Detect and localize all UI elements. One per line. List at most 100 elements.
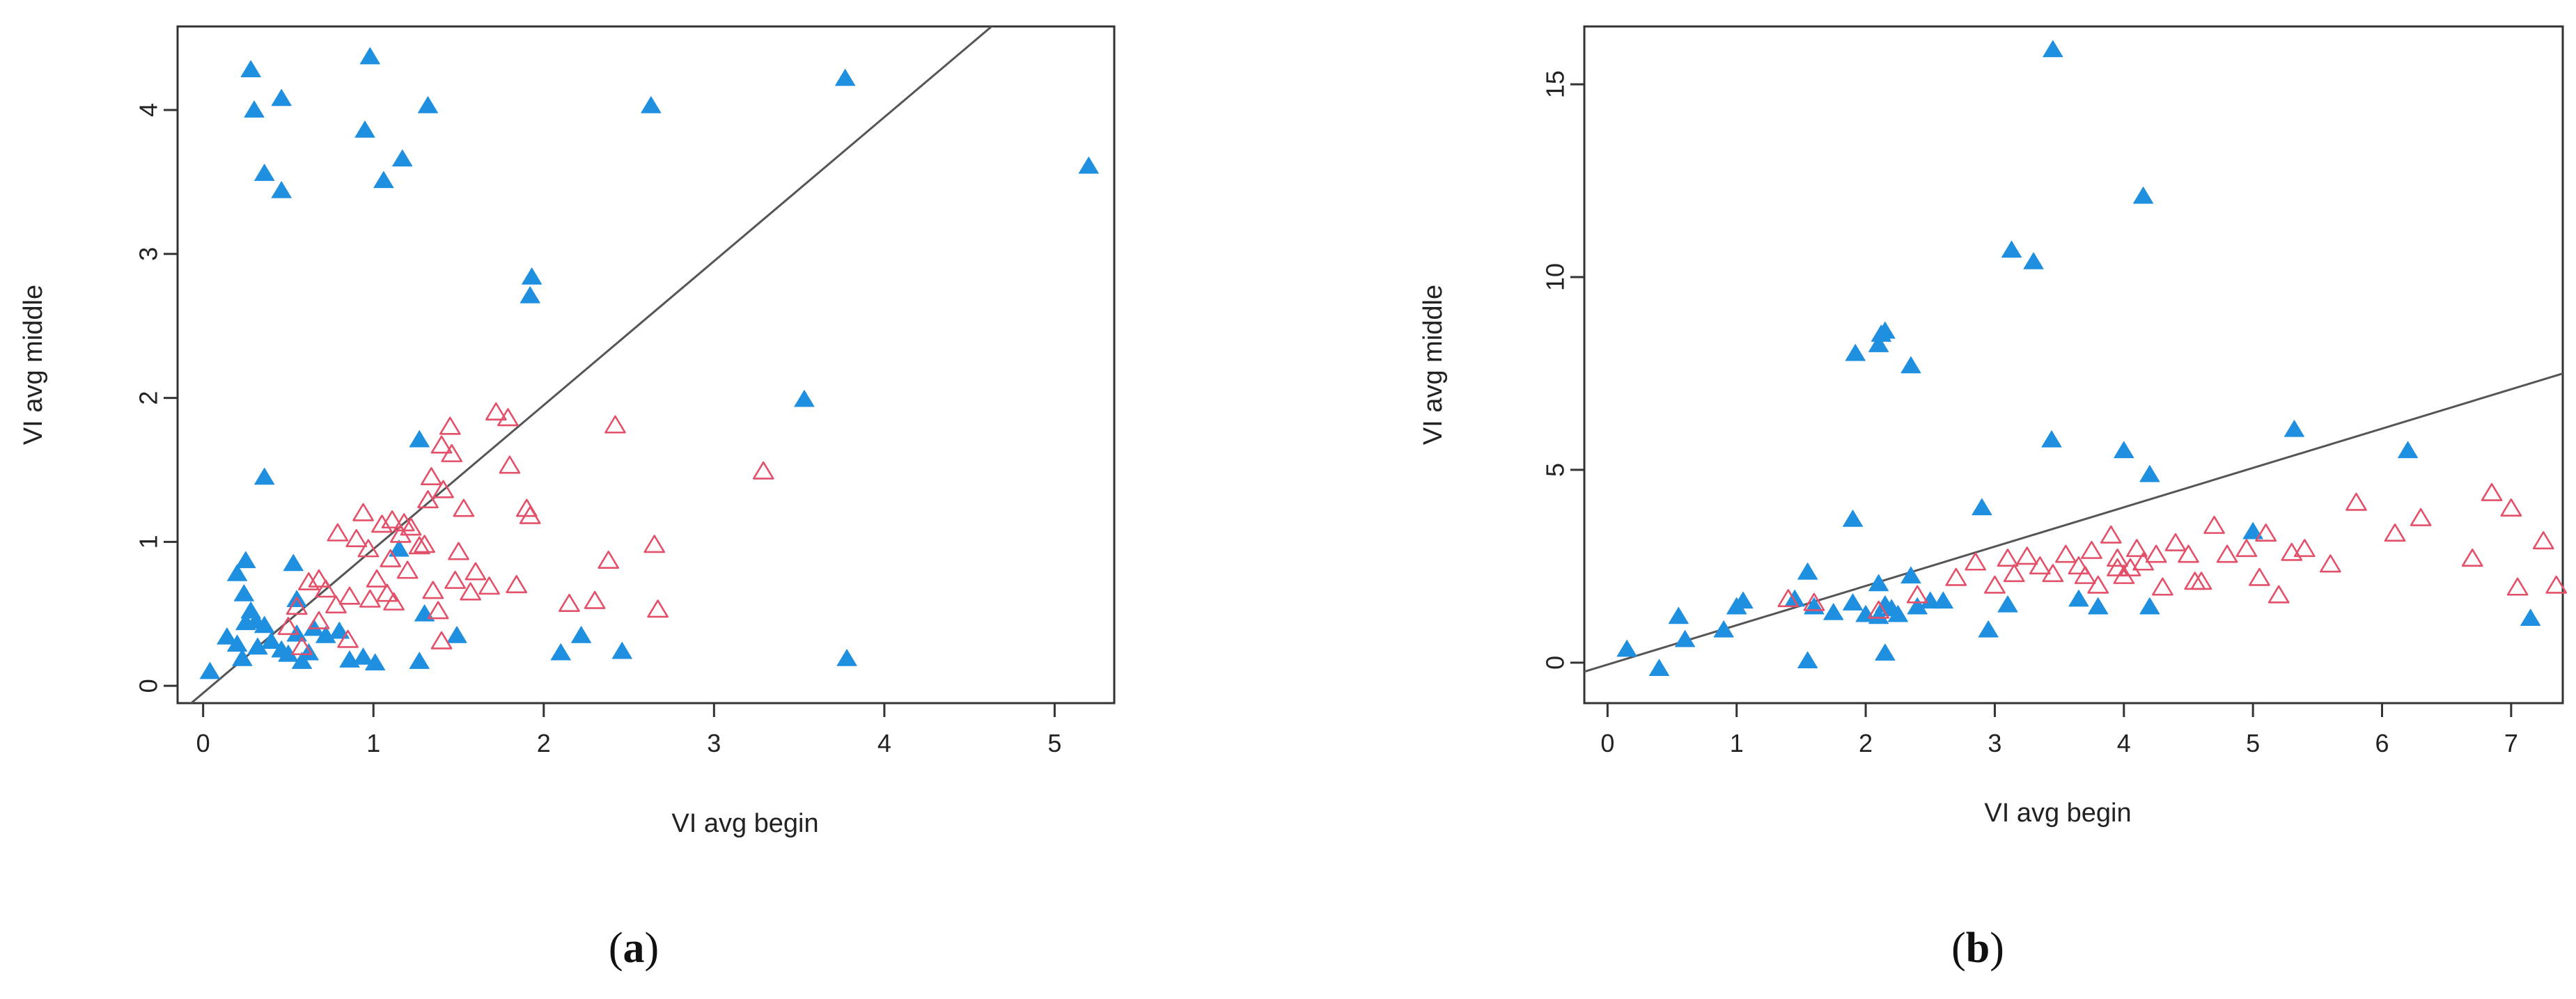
- open-triangle-point: [2164, 533, 2187, 551]
- panel-label-open: (: [1951, 925, 1966, 972]
- open-triangle-point: [2281, 542, 2303, 561]
- filled-triangle-point: [409, 430, 430, 448]
- open-triangle-point: [2100, 525, 2122, 544]
- open-triangle-point: [427, 601, 449, 620]
- filled-triangle-point: [794, 390, 815, 407]
- open-triangle-point: [2107, 549, 2128, 567]
- open-triangle-point: [1997, 549, 2019, 567]
- open-triangle-point: [381, 510, 403, 529]
- open-triangle-point: [2074, 565, 2096, 584]
- open-triangle-point: [1777, 589, 1800, 608]
- filled-triangle-point: [1875, 322, 1896, 339]
- open-triangle-point: [2184, 572, 2206, 590]
- open-triangle-point: [444, 570, 466, 589]
- open-triangle-point: [2016, 546, 2038, 565]
- open-triangle-point: [2235, 539, 2258, 558]
- filled-triangle-point: [1784, 589, 1805, 607]
- open-triangle-point: [297, 572, 320, 590]
- filled-triangle-point: [1845, 344, 1866, 361]
- y-tick-label: 5: [1541, 463, 1570, 477]
- open-triangle-point: [2216, 544, 2238, 563]
- open-triangle-point: [604, 415, 626, 434]
- filled-triangle-point: [2284, 420, 2304, 437]
- y-axis-title: VI avg middle: [1419, 285, 1448, 445]
- open-triangle-point: [2068, 556, 2090, 575]
- open-triangle-point: [376, 583, 398, 602]
- filled-triangle-point: [227, 564, 248, 581]
- open-triangle-point: [417, 490, 439, 509]
- open-triangle-point: [2107, 558, 2128, 576]
- filled-triangle-point: [373, 171, 394, 189]
- x-tick-label: 1: [1730, 729, 1744, 757]
- filled-triangle-point: [550, 643, 571, 661]
- filled-triangle-point: [365, 653, 386, 670]
- open-triangle-point: [2055, 544, 2077, 563]
- filled-triangle-point: [1823, 603, 1844, 620]
- filled-triangle-point: [2023, 252, 2044, 269]
- filled-triangle-point: [392, 149, 413, 167]
- x-tick-label: 1: [366, 729, 380, 757]
- filled-triangle-point: [227, 634, 248, 652]
- filled-triangle-point: [1843, 510, 1864, 527]
- open-triangle-point: [1945, 567, 1967, 586]
- open-triangle-point: [2345, 492, 2367, 511]
- open-triangle-point: [2320, 554, 2341, 573]
- open-triangle-point: [499, 455, 521, 474]
- open-triangle-point: [2500, 498, 2522, 517]
- filled-triangle-point: [1616, 639, 1637, 657]
- filled-triangle-point: [1868, 574, 1889, 592]
- plot-frame: [1583, 25, 2564, 705]
- open-triangle-point: [2506, 577, 2529, 596]
- x-tick-label: 4: [877, 729, 891, 757]
- filled-triangle-point: [1668, 606, 1689, 624]
- open-triangle-point: [2178, 544, 2199, 563]
- filled-triangle-point: [389, 540, 409, 557]
- filled-triangle-point: [1997, 595, 2018, 613]
- filled-triangle-point: [2001, 240, 2022, 258]
- open-triangle-point: [2125, 539, 2148, 558]
- open-triangle-point: [308, 569, 330, 588]
- filled-triangle-point: [199, 662, 221, 679]
- filled-triangle-point: [1675, 630, 1696, 647]
- open-triangle-point: [2081, 540, 2102, 559]
- filled-triangle-point: [217, 627, 237, 645]
- filled-triangle-point: [835, 68, 856, 86]
- open-triangle-point: [430, 631, 453, 650]
- open-triangle-point: [448, 542, 469, 560]
- filled-triangle-point: [2114, 441, 2134, 459]
- filled-triangle-point: [1875, 643, 1896, 661]
- filled-triangle-point: [260, 631, 282, 649]
- y-tick-label: 15: [1541, 70, 1570, 98]
- open-triangle-point: [327, 523, 349, 542]
- filled-triangle-point: [2139, 597, 2160, 615]
- open-triangle-point: [277, 617, 299, 636]
- panel-label-open: (: [609, 925, 623, 972]
- filled-triangle-point: [522, 267, 542, 285]
- filled-triangle-point: [298, 643, 319, 661]
- open-triangle-point: [2532, 531, 2554, 550]
- open-triangle-point: [380, 549, 402, 567]
- open-triangle-point: [291, 637, 313, 656]
- filled-triangle-point: [2520, 608, 2541, 627]
- open-triangle-point: [371, 514, 393, 533]
- y-tick-label: 3: [134, 247, 163, 261]
- filled-triangle-point: [1733, 591, 1754, 609]
- open-triangle-point: [497, 408, 519, 427]
- open-triangle-point: [2410, 508, 2432, 526]
- chart-b: 0 1 2 3 4 5 6 7 0 5 10 15 VI avg begin VI avg middle (…: [1419, 25, 2568, 972]
- filled-triangle-point: [235, 613, 256, 631]
- open-triangle-point: [2145, 544, 2167, 563]
- filled-triangle-point: [1868, 335, 1889, 352]
- x-tick-label: 5: [1047, 729, 1061, 757]
- open-triangle-point: [2384, 524, 2406, 542]
- open-triangle-point: [432, 480, 454, 498]
- filled-triangle-point: [2068, 589, 2089, 607]
- open-triangle-point: [2042, 564, 2064, 583]
- filled-triangle-point: [244, 100, 265, 118]
- plot-frame: [176, 25, 1116, 705]
- open-triangle-point: [2481, 482, 2503, 501]
- open-triangle-point: [2203, 515, 2225, 534]
- open-triangle-point: [465, 562, 487, 581]
- filled-triangle-point: [1972, 498, 1992, 516]
